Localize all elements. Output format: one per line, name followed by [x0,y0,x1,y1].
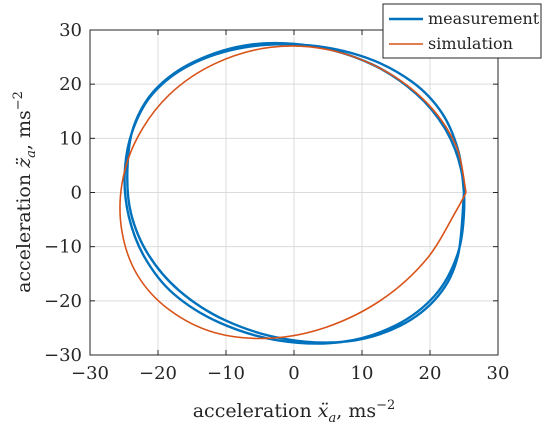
series-layer [119,41,467,345]
y-axis-label-exponent: −2 [11,91,26,110]
y-tick-label: −10 [44,237,82,258]
x-tick-label: −10 [207,363,245,384]
legend-box [382,3,542,59]
legend-label-simulation: simulation [428,34,513,53]
x-tick-label: 0 [288,363,299,384]
y-axis-label: acceleration z̈a, ms−2 [11,91,39,293]
y-tick-label: 0 [71,183,82,204]
x-axis-label-symbol: ẍ [318,400,329,422]
y-axis-label-unit: , ms [13,110,35,150]
x-tick-label: −30 [71,363,109,384]
x-tick-label: 30 [487,363,510,384]
x-tick-label: 20 [419,363,442,384]
x-axis-label-unit: , ms [336,400,376,422]
y-tick-label: 10 [59,128,82,149]
y-axis-label-prefix: acceleration [13,168,35,293]
y-tick-label: 20 [59,74,82,95]
x-axis-label-exponent: −2 [376,398,395,413]
x-tick-label: −20 [139,363,177,384]
x-axis-label-prefix: acceleration [193,400,318,422]
x-axis-label-subscript: a [328,411,336,426]
series-simulation [119,45,467,340]
y-tick-label: 30 [59,20,82,41]
y-axis-label-subscript: a [24,150,39,158]
x-tick-label: 10 [351,363,374,384]
legend: measurement simulation [382,3,542,59]
x-axis-label: acceleration ẍa, ms−2 [193,398,396,426]
legend-label-measurement: measurement [428,9,540,28]
y-axis-label-symbol: z̈ [13,157,35,169]
ticks: −30 −20 −10 0 10 20 30 −30 −20 −10 0 10 20 30 [44,20,509,384]
y-tick-label: −20 [44,291,82,312]
series-measurement [123,41,466,345]
y-tick-label: −30 [44,345,82,366]
